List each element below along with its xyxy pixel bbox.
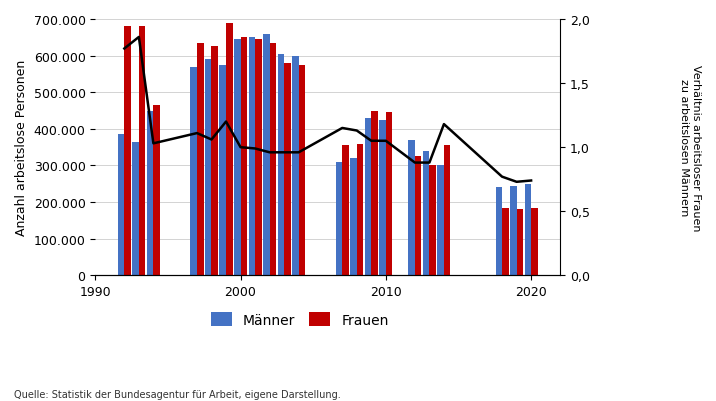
Bar	[430, 166, 436, 275]
Bar	[510, 186, 516, 275]
Bar	[350, 159, 357, 275]
Bar	[220, 66, 226, 275]
Bar	[495, 188, 502, 275]
Bar	[248, 38, 255, 275]
Bar	[525, 184, 531, 275]
Bar	[241, 38, 247, 275]
Legend: Männer, Frauen: Männer, Frauen	[205, 307, 394, 333]
Bar	[299, 66, 305, 275]
Bar	[278, 55, 284, 275]
Bar	[255, 40, 261, 275]
Y-axis label: Anzahl arbeitslose Personen: Anzahl arbeitslose Personen	[15, 60, 28, 236]
Bar	[197, 44, 203, 275]
Bar	[132, 142, 139, 275]
Bar	[386, 113, 392, 275]
Y-axis label: Verhältnis arbeitsloser Frauen
zu arbeitslosen Männern: Verhältnis arbeitsloser Frauen zu arbeit…	[679, 65, 701, 231]
Bar	[408, 140, 415, 275]
Bar	[444, 146, 450, 275]
Bar	[211, 47, 218, 275]
Bar	[342, 146, 349, 275]
Bar	[502, 208, 508, 275]
Bar	[379, 120, 386, 275]
Bar	[125, 27, 131, 275]
Bar	[516, 210, 523, 275]
Bar	[415, 157, 422, 275]
Bar	[118, 135, 125, 275]
Bar	[364, 119, 372, 275]
Bar	[531, 208, 538, 275]
Text: Quelle: Statistik der Bundesagentur für Arbeit, eigene Darstellung.: Quelle: Statistik der Bundesagentur für …	[14, 389, 341, 399]
Bar	[190, 67, 197, 275]
Bar	[357, 144, 363, 275]
Bar	[234, 40, 241, 275]
Bar	[205, 60, 211, 275]
Bar	[263, 34, 270, 275]
Bar	[292, 57, 299, 275]
Bar	[336, 162, 342, 275]
Bar	[284, 64, 291, 275]
Bar	[372, 111, 378, 275]
Bar	[270, 44, 276, 275]
Bar	[153, 106, 160, 275]
Bar	[423, 152, 430, 275]
Bar	[147, 111, 153, 275]
Bar	[437, 166, 444, 275]
Bar	[139, 27, 145, 275]
Bar	[226, 24, 233, 275]
